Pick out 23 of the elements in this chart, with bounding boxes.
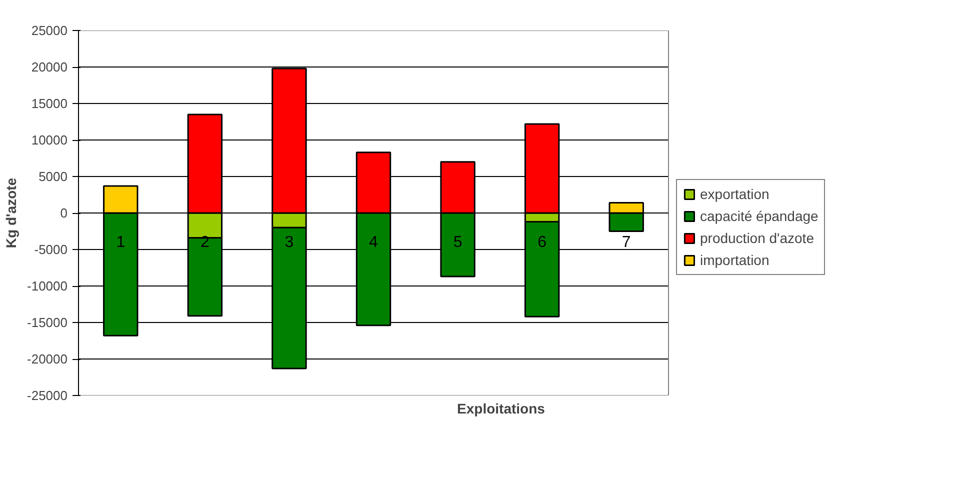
y-tick-label: 0 [60,206,68,220]
x-tick-label: 3 [284,234,294,251]
y-tick-label: 25000 [31,23,68,38]
x-tick-label: 4 [369,234,378,251]
legend-label: production d'azote [700,230,814,246]
x-tick-label: 6 [538,234,547,251]
x-axis-title: Exploitations [457,400,546,416]
y-tick-label: -5000 [34,242,68,257]
y-tick-label: 10000 [31,132,68,148]
y-tick-label: 15000 [31,96,68,111]
legend-label: exportation [700,186,770,202]
y-tick-label: 5000 [38,169,68,184]
y-tick-label: -20000 [27,352,68,366]
x-tick-label: 7 [622,234,631,251]
y-tick-label: -10000 [27,278,68,294]
y-tick-label: 20000 [31,60,68,74]
legend-label: importation [700,252,770,268]
x-tick-label: 1 [116,234,126,251]
y-tick-label: -25000 [27,388,68,403]
y-axis-title: Kg d'azote [3,178,20,248]
legend-label: capacité épandage [700,208,818,224]
y-tick-label: -15000 [27,315,68,330]
x-tick-label: 5 [453,234,462,251]
